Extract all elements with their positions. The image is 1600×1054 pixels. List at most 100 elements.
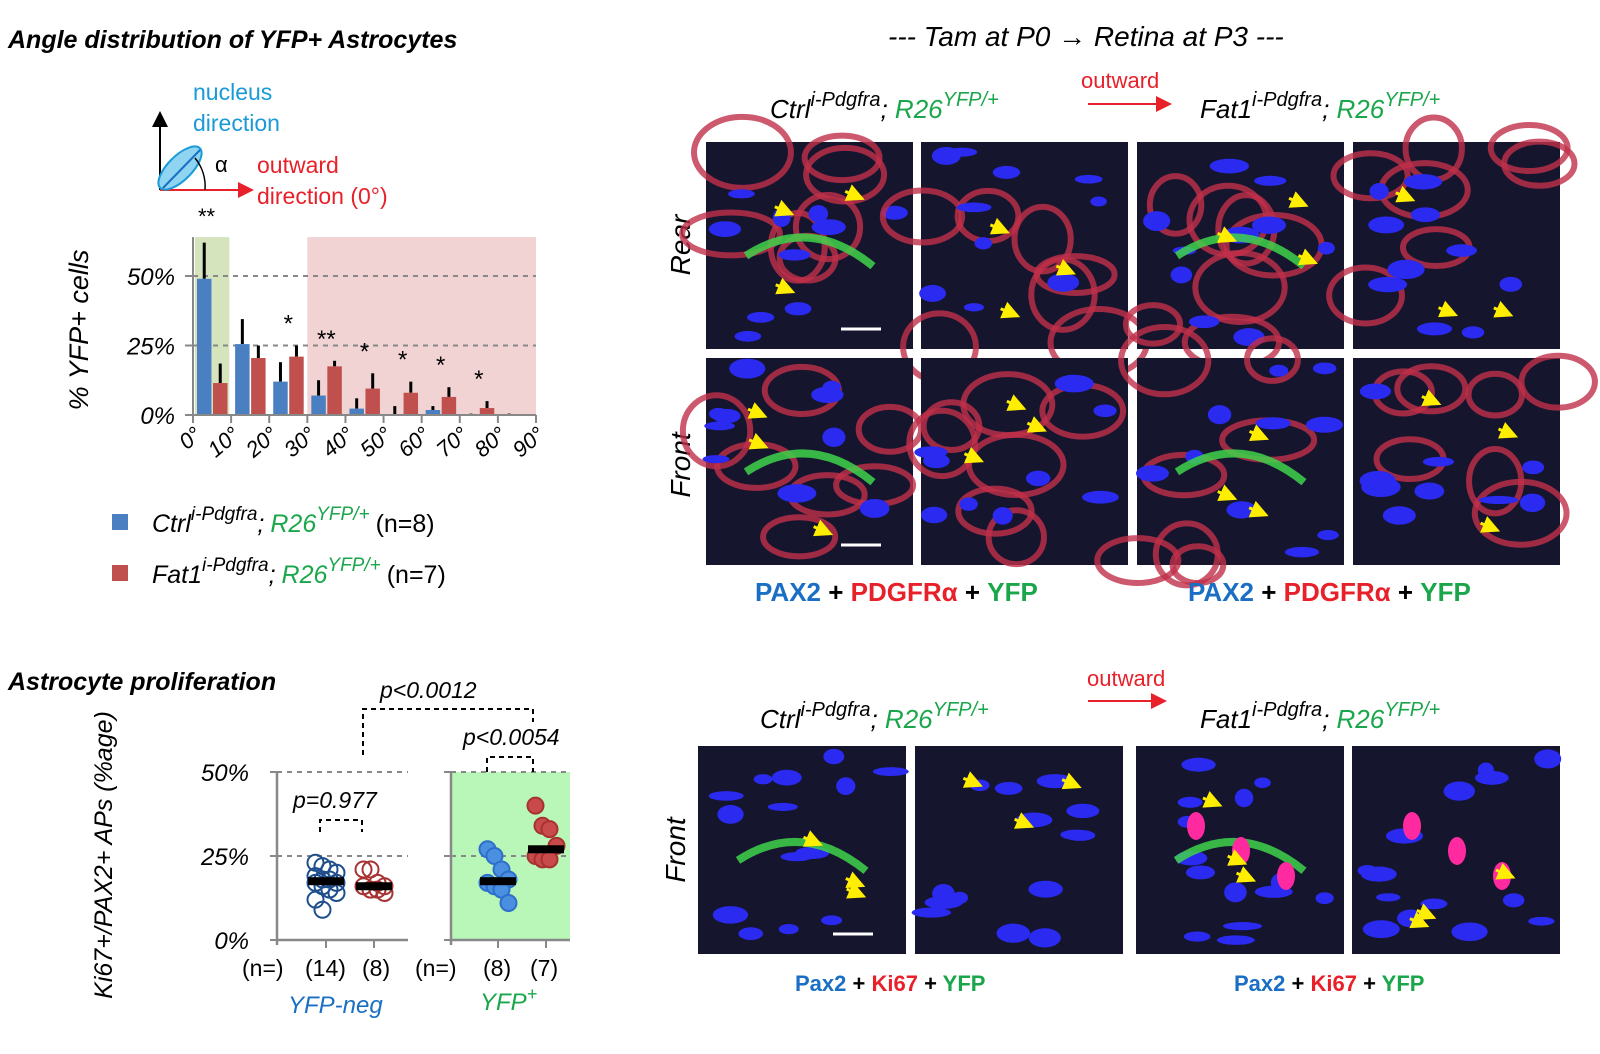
vessel bbox=[1326, 264, 1405, 327]
micrograph-panel bbox=[879, 142, 1150, 384]
prolif-panel-title: Astrocyte proliferation bbox=[7, 668, 276, 696]
pax2-nucleus bbox=[1066, 803, 1100, 819]
significance-mark: * bbox=[360, 338, 369, 365]
outward-direction-label: direction (0°) bbox=[257, 183, 388, 209]
row-label-front: Front bbox=[665, 431, 696, 498]
pax2-nucleus bbox=[1015, 812, 1053, 828]
pax2-nucleus bbox=[1254, 777, 1271, 789]
bar-ctrl bbox=[425, 409, 441, 415]
yellow-arrow-indicator bbox=[747, 402, 768, 419]
significance-mark: ** bbox=[317, 326, 336, 353]
pax2-nucleus bbox=[729, 358, 766, 379]
pax2-nucleus bbox=[1255, 417, 1291, 430]
data-point bbox=[540, 820, 559, 839]
yellow-arrow-indicator bbox=[1297, 248, 1318, 266]
pax2-nucleus bbox=[1090, 196, 1107, 207]
bar-ctrl bbox=[273, 381, 288, 415]
micrograph-background bbox=[706, 142, 913, 349]
legend-swatch-ctrl bbox=[112, 514, 128, 530]
micrograph-background bbox=[921, 358, 1128, 565]
pax2-nucleus bbox=[992, 507, 1013, 525]
pax2-nucleus bbox=[996, 923, 1031, 943]
pax2-nucleus bbox=[956, 202, 992, 213]
yellow-arrow-indicator bbox=[1013, 812, 1035, 829]
pax2-nucleus bbox=[1064, 829, 1096, 841]
x-tick-label: 50° bbox=[355, 422, 397, 463]
pax2-nucleus bbox=[704, 421, 735, 431]
bar-fat1 bbox=[251, 358, 266, 415]
vessel bbox=[690, 113, 794, 191]
pax2-nucleus bbox=[1234, 788, 1254, 808]
bar-ctrl bbox=[349, 408, 364, 415]
micrograph-panel bbox=[1094, 324, 1344, 589]
pax2-nucleus bbox=[1216, 935, 1255, 945]
vessel bbox=[1118, 324, 1212, 398]
yfp-cell bbox=[1174, 449, 1307, 486]
pax2-nucleus bbox=[1416, 322, 1453, 336]
vessel bbox=[1169, 543, 1227, 587]
pax2-nucleus bbox=[1188, 315, 1220, 329]
pax2-nucleus bbox=[1181, 757, 1216, 772]
vessel bbox=[879, 187, 966, 246]
yfp-cell bbox=[743, 449, 876, 486]
pax2-nucleus bbox=[717, 804, 744, 824]
direction-label: direction bbox=[193, 110, 280, 136]
micrograph-panel bbox=[1136, 746, 1344, 954]
ki67-nucleus bbox=[1187, 812, 1205, 840]
mean-bar bbox=[528, 845, 564, 854]
vessel bbox=[985, 507, 1047, 568]
pax2-nucleus bbox=[1183, 931, 1211, 942]
x-tick-label: 0° bbox=[174, 422, 206, 455]
pax2-nucleus bbox=[959, 497, 978, 511]
group-label-yfp-pos: YFP+ bbox=[480, 984, 537, 1016]
diagram-significance: ** bbox=[198, 204, 216, 229]
pax2-nucleus bbox=[753, 774, 773, 785]
pax2-nucleus bbox=[1143, 211, 1171, 231]
bar-fat1 bbox=[441, 396, 457, 415]
angle-arc bbox=[194, 157, 206, 191]
pax2-nucleus bbox=[1305, 416, 1344, 433]
yellow-arrow-indicator bbox=[748, 432, 769, 450]
x-tick-label: 40° bbox=[317, 422, 359, 463]
vessel bbox=[1466, 445, 1525, 517]
x-tick-label: 60° bbox=[393, 422, 435, 463]
pax2-nucleus bbox=[1443, 781, 1475, 801]
pax2-nucleus bbox=[1284, 546, 1320, 558]
vessel bbox=[906, 407, 978, 480]
micrograph-background bbox=[1137, 358, 1344, 565]
yellow-arrow-indicator bbox=[1421, 389, 1442, 407]
pax2-nucleus bbox=[1254, 175, 1287, 186]
yellow-arrow-indicator bbox=[963, 446, 984, 464]
nucleus-direction-arrow bbox=[162, 149, 201, 189]
significance-mark: * bbox=[398, 347, 407, 374]
pax2-nucleus bbox=[712, 408, 741, 424]
pax2-nucleus bbox=[767, 802, 798, 811]
yellow-arrow-indicator bbox=[1288, 191, 1309, 208]
svg-text:(n=): (n=) bbox=[242, 955, 284, 981]
pax2-nucleus bbox=[784, 302, 812, 316]
pax2-nucleus bbox=[1177, 796, 1203, 808]
pax2-nucleus bbox=[1446, 244, 1477, 257]
pax2-nucleus bbox=[946, 147, 978, 157]
legend-label-ctrl: Ctrli-Pdgfra; R26YFP/+ (n=8) bbox=[152, 504, 435, 538]
pax2-nucleus bbox=[1207, 405, 1232, 425]
pax2-nucleus bbox=[1222, 922, 1263, 931]
legend-swatch-fat1 bbox=[112, 565, 128, 581]
pax2-nucleus bbox=[1269, 364, 1289, 377]
pax2-nucleus bbox=[1317, 530, 1339, 541]
vessel bbox=[1487, 121, 1571, 175]
pax2-nucleus bbox=[1528, 916, 1555, 926]
svg-text:(8): (8) bbox=[483, 955, 511, 981]
pax2-nucleus bbox=[1361, 477, 1401, 498]
pax2-nucleus bbox=[778, 249, 811, 261]
yfp-cell bbox=[1174, 233, 1307, 270]
angle-panel-title: Angle distribution of YFP+ Astrocytes bbox=[7, 26, 457, 54]
x-tick-label: 90° bbox=[508, 422, 550, 463]
ki67-nucleus bbox=[1403, 812, 1421, 840]
bar-fat1 bbox=[479, 408, 495, 415]
significance-mark: * bbox=[284, 311, 293, 338]
pax2-nucleus bbox=[1054, 374, 1094, 393]
vessel bbox=[1330, 150, 1411, 202]
top-stain-legend-ctrl: PAX2 + PDGFRα + YFP bbox=[755, 577, 1038, 607]
